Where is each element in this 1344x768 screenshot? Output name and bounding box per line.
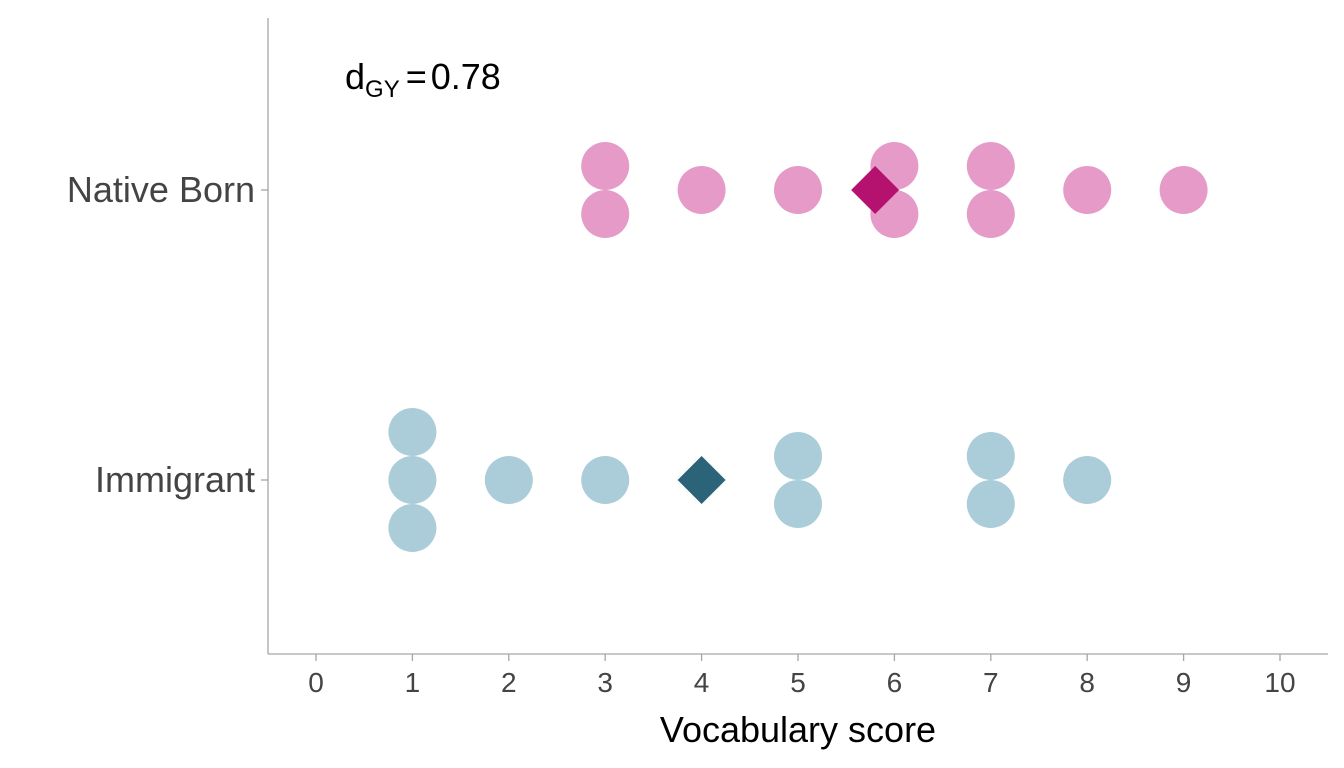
x-tick-label: 6 [887, 667, 903, 698]
data-point [966, 480, 1015, 528]
x-tick-label: 9 [1176, 667, 1192, 698]
data-point [1159, 166, 1208, 214]
x-tick-label: 2 [501, 667, 517, 698]
data-point [388, 504, 437, 552]
x-tick-label: 3 [597, 667, 613, 698]
data-point [581, 142, 630, 190]
data-point [966, 432, 1015, 480]
data-point [484, 456, 533, 504]
data-point [966, 190, 1015, 238]
effect-size-value: 0.78 [431, 56, 501, 97]
x-tick-label: 1 [405, 667, 421, 698]
x-tick-label: 5 [790, 667, 806, 698]
data-point [1063, 456, 1112, 504]
data-point [774, 480, 822, 528]
effect-size-operator: = [406, 56, 427, 97]
effect-size-subscript: GY [365, 76, 400, 103]
x-tick-label: 7 [983, 667, 999, 698]
data-point [388, 408, 437, 456]
x-axis-title: Vocabulary score [660, 709, 936, 750]
mean-markers [677, 166, 900, 504]
data-point [677, 166, 726, 214]
data-points [388, 142, 1208, 552]
x-tick-label: 0 [308, 667, 324, 698]
mean-marker [677, 456, 726, 504]
mean-marker [851, 166, 900, 214]
data-point [581, 456, 630, 504]
data-point [1063, 166, 1112, 214]
x-axis-ticks: 0 1 2 3 4 5 6 7 8 9 10 [308, 654, 1296, 698]
effect-size-annotation: dGY = 0.78 [345, 56, 501, 103]
data-point [581, 190, 630, 238]
y-tick-label: Native Born [67, 169, 255, 210]
effect-size-symbol: d [345, 56, 365, 97]
x-tick-label: 4 [694, 667, 710, 698]
y-axis-ticks: Native Born Immigrant [67, 169, 268, 500]
data-point [774, 432, 822, 480]
x-tick-label: 10 [1264, 667, 1295, 698]
x-tick-label: 8 [1079, 667, 1095, 698]
y-tick-label: Immigrant [95, 459, 255, 500]
data-point [966, 142, 1015, 190]
data-point [388, 456, 437, 504]
data-point [774, 166, 822, 214]
